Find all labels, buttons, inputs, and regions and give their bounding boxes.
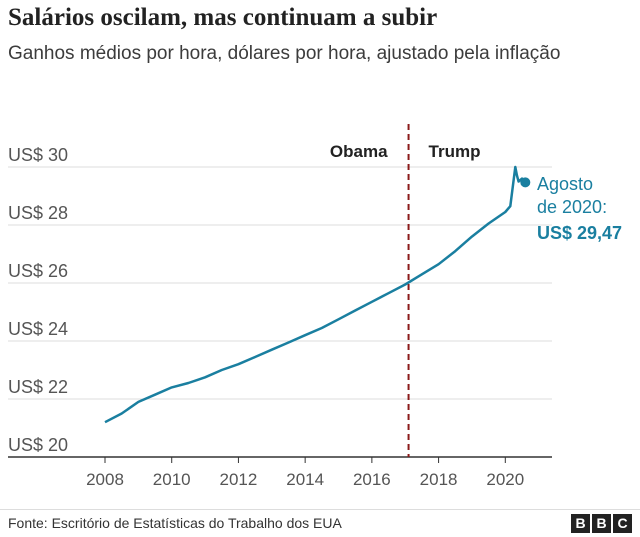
- era-label-trump: Trump: [429, 142, 481, 161]
- era-label-obama: Obama: [330, 142, 388, 161]
- logo-letter: C: [613, 514, 632, 533]
- y-tick-label: US$ 22: [8, 377, 68, 397]
- x-tick-label: 2012: [220, 470, 258, 489]
- bbc-logo: B B C: [571, 514, 632, 533]
- y-tick-label: US$ 24: [8, 319, 68, 339]
- chart-title: Salários oscilam, mas continuam a subir: [8, 4, 438, 31]
- y-axis-ticks: US$ 20 US$ 22 US$ 24 US$ 26 US$ 28 US$ 30: [8, 145, 68, 455]
- x-tick-label: 2010: [153, 470, 191, 489]
- x-tick-label: 2014: [286, 470, 324, 489]
- gridlines: [8, 166, 552, 458]
- source-note: Fonte: Escritório de Estatísticas do Tra…: [8, 515, 342, 531]
- logo-letter: B: [592, 514, 611, 533]
- annotation-date-line2: de 2020:: [537, 197, 607, 217]
- logo-letter: B: [571, 514, 590, 533]
- y-tick-label: US$ 30: [8, 145, 68, 165]
- y-tick-label: US$ 28: [8, 203, 68, 223]
- annotation-date-line1: Agosto: [537, 174, 593, 194]
- x-tick-label: 2016: [353, 470, 391, 489]
- x-axis-ticks: 2008 2010 2012 2014 2016 2018 2020: [86, 457, 524, 489]
- y-tick-label: US$ 20: [8, 435, 68, 455]
- x-tick-label: 2020: [486, 470, 524, 489]
- latest-value-point: [520, 177, 531, 188]
- x-tick-label: 2018: [420, 470, 458, 489]
- chart-subtitle: Ganhos médios por hora, dólares por hora…: [8, 43, 561, 64]
- annotation-value: US$ 29,47: [537, 223, 622, 243]
- y-tick-label: US$ 26: [8, 261, 68, 281]
- footer-divider: [0, 509, 640, 510]
- x-tick-label: 2008: [86, 470, 124, 489]
- series-line-wages: [104, 165, 527, 424]
